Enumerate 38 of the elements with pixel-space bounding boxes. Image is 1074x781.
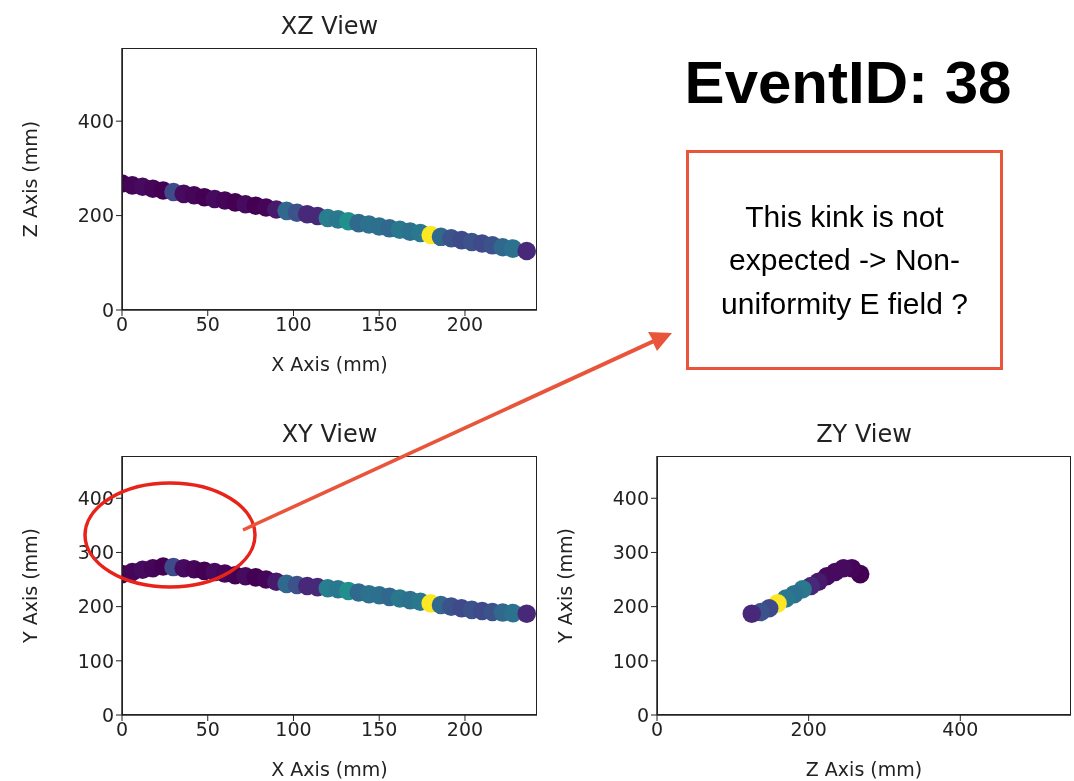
point bbox=[517, 241, 536, 261]
y-tick-label: 400 bbox=[612, 487, 649, 510]
x-tick-label: 50 bbox=[195, 313, 220, 336]
x-tick-label: 150 bbox=[361, 313, 398, 336]
x-tick-label: 200 bbox=[790, 718, 827, 741]
x-axis-title: X Axis (mm) bbox=[271, 353, 388, 375]
x-tick-label: 0 bbox=[115, 313, 129, 336]
y-tick-label: 0 bbox=[101, 703, 114, 726]
y-axis-title: Z Axis (mm) bbox=[18, 120, 41, 238]
x-tick-label: 200 bbox=[446, 718, 484, 741]
text: This kink is not expected -> Non-uniformity E field ? bbox=[721, 198, 968, 322]
y-tick-label: 0 bbox=[636, 703, 649, 726]
y-axis-title: Y Axis (mm) bbox=[553, 528, 576, 644]
y-tick-label: 200 bbox=[77, 595, 114, 618]
y-tick-label: 100 bbox=[612, 649, 649, 672]
y-tick-label: 200 bbox=[612, 595, 649, 618]
y-axis-title: Y Axis (mm) bbox=[18, 528, 41, 644]
point bbox=[517, 604, 536, 623]
x-tick-label: 400 bbox=[942, 718, 979, 741]
text: EventID: 38 bbox=[683, 48, 1013, 117]
chart-title: XY View bbox=[280, 420, 379, 448]
y-tick-label: 400 bbox=[77, 109, 114, 132]
x-tick-label: 200 bbox=[446, 313, 484, 336]
x-tick-label: 50 bbox=[195, 718, 220, 741]
y-tick-label: 0 bbox=[101, 298, 114, 321]
x-axis-title: X Axis (mm) bbox=[271, 758, 388, 780]
x-tick-label: 100 bbox=[275, 313, 312, 336]
x-tick-label: 100 bbox=[275, 718, 312, 741]
x-axis-title: Z Axis (mm) bbox=[805, 758, 923, 780]
point bbox=[742, 604, 762, 623]
x-tick-label: 0 bbox=[650, 718, 664, 741]
chart-title: ZY View bbox=[815, 420, 913, 448]
chart-title: XZ View bbox=[279, 12, 380, 40]
x-tick-label: 0 bbox=[115, 718, 129, 741]
x-tick-label: 150 bbox=[361, 718, 398, 741]
y-tick-label: 200 bbox=[77, 204, 114, 227]
y-tick-label: 100 bbox=[77, 649, 114, 672]
y-tick-label: 300 bbox=[612, 541, 649, 564]
